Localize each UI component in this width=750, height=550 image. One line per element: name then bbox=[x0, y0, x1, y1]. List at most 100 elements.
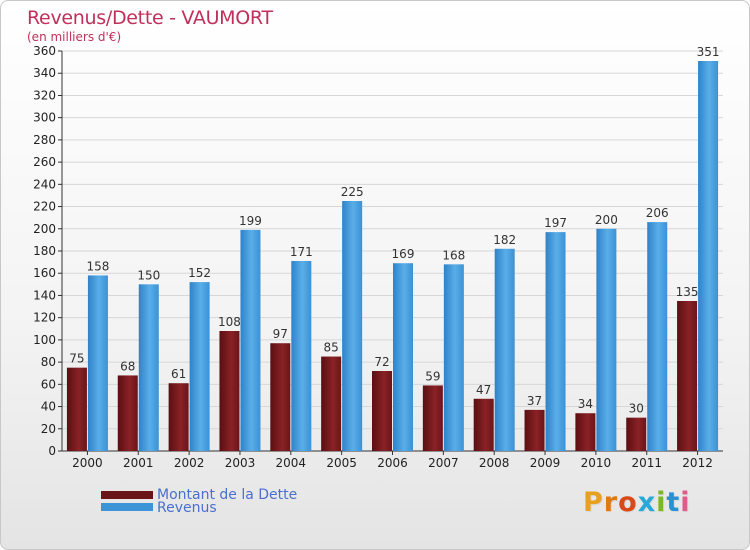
chart-title: Revenus/Dette - VAUMORT bbox=[27, 7, 273, 29]
bar-revenue bbox=[443, 264, 464, 451]
y-tick-label: 160 bbox=[33, 266, 56, 280]
y-tick-label: 340 bbox=[33, 66, 56, 80]
data-label-revenue: 182 bbox=[493, 233, 516, 247]
bar-debt bbox=[270, 343, 291, 451]
bar-debt bbox=[321, 356, 342, 451]
bar-debt bbox=[66, 367, 87, 451]
bar-revenue bbox=[698, 61, 719, 451]
y-tick-label: 240 bbox=[33, 177, 56, 191]
data-label-debt: 47 bbox=[476, 383, 491, 397]
y-tick-label: 200 bbox=[33, 222, 56, 236]
data-label-revenue: 171 bbox=[290, 245, 313, 259]
x-tick-label: 2006 bbox=[377, 456, 408, 470]
proxiti-logo: Proxiti bbox=[583, 487, 691, 518]
y-tick-label: 80 bbox=[41, 355, 56, 369]
bar-revenue bbox=[240, 229, 261, 451]
chart-subtitle: (en milliers d'€) bbox=[27, 30, 122, 44]
y-tick-label: 260 bbox=[33, 155, 56, 169]
bar-revenue bbox=[393, 263, 413, 451]
data-label-revenue: 158 bbox=[86, 259, 109, 273]
data-label-debt: 75 bbox=[69, 352, 84, 366]
data-label-debt: 61 bbox=[171, 367, 186, 381]
data-label-debt: 97 bbox=[273, 327, 288, 341]
bar-revenue bbox=[138, 284, 159, 451]
legend-swatch-debt bbox=[101, 491, 153, 499]
y-tick-label: 300 bbox=[33, 111, 56, 125]
bar-debt bbox=[117, 375, 138, 451]
logo-letter: o bbox=[618, 487, 638, 518]
data-label-revenue: 225 bbox=[341, 185, 364, 199]
logo-letter: r bbox=[603, 487, 619, 518]
x-tick-label: 2002 bbox=[174, 456, 205, 470]
bar-revenue bbox=[596, 228, 617, 451]
y-tick-label: 220 bbox=[33, 200, 56, 214]
x-tick-label: 2000 bbox=[72, 456, 103, 470]
bar-debt bbox=[677, 301, 698, 451]
data-label-debt: 85 bbox=[324, 341, 339, 355]
logo-letter: x bbox=[637, 487, 657, 518]
bar-revenue bbox=[494, 248, 515, 451]
y-tick-label: 320 bbox=[33, 88, 56, 102]
bar-revenue bbox=[189, 282, 210, 451]
x-tick-label: 2012 bbox=[682, 456, 713, 470]
data-label-revenue: 168 bbox=[442, 248, 465, 262]
data-label-debt: 34 bbox=[578, 397, 593, 411]
bar-revenue bbox=[647, 222, 668, 451]
logo-letter: P bbox=[583, 487, 604, 518]
legend-label-revenue: Revenus bbox=[157, 500, 217, 516]
y-tick-label: 40 bbox=[41, 400, 56, 414]
data-label-debt: 108 bbox=[218, 315, 241, 329]
data-label-revenue: 206 bbox=[646, 206, 669, 220]
y-tick-label: 360 bbox=[33, 44, 56, 58]
data-label-revenue: 197 bbox=[544, 216, 567, 230]
data-label-revenue: 169 bbox=[392, 247, 415, 261]
bar-debt bbox=[473, 398, 494, 451]
bar-debt bbox=[626, 417, 647, 451]
x-tick-label: 2004 bbox=[276, 456, 307, 470]
bar-debt bbox=[422, 385, 443, 451]
x-tick-label: 2003 bbox=[225, 456, 256, 470]
axis-layer: 0 20 40 60 80 100 120 140 160 180 200 220 240 260 280 3… bbox=[33, 44, 723, 470]
data-label-revenue: 200 bbox=[595, 213, 618, 227]
data-label-revenue: 150 bbox=[137, 268, 160, 282]
data-label-revenue: 199 bbox=[239, 214, 262, 228]
y-tick-label: 180 bbox=[33, 244, 56, 258]
x-tick-label: 2010 bbox=[581, 456, 612, 470]
logo-letter: i bbox=[680, 487, 691, 518]
bar-debt bbox=[168, 383, 189, 451]
data-label-debt: 135 bbox=[676, 285, 699, 299]
legend-swatch-revenue bbox=[101, 503, 153, 511]
data-label-debt: 37 bbox=[527, 394, 542, 408]
x-tick-label: 2011 bbox=[631, 456, 662, 470]
y-tick-label: 20 bbox=[41, 422, 56, 436]
y-tick-label: 120 bbox=[33, 311, 56, 325]
y-tick-label: 100 bbox=[33, 333, 56, 347]
x-tick-label: 2007 bbox=[428, 456, 459, 470]
y-tick-label: 280 bbox=[33, 133, 56, 147]
bar-debt bbox=[575, 413, 596, 451]
bar-revenue bbox=[291, 261, 312, 451]
data-label-revenue: 351 bbox=[697, 45, 720, 59]
data-label-revenue: 152 bbox=[188, 266, 211, 280]
legend-label-debt: Montant de la Dette bbox=[157, 487, 298, 503]
data-label-debt: 59 bbox=[425, 369, 440, 383]
bar-debt bbox=[524, 409, 545, 451]
x-tick-label: 2001 bbox=[123, 456, 154, 470]
bar-revenue bbox=[545, 232, 566, 451]
x-tick-label: 2008 bbox=[479, 456, 510, 470]
y-tick-label: 60 bbox=[41, 377, 56, 391]
logo-letter: t bbox=[666, 487, 681, 518]
logo-letter: i bbox=[656, 487, 667, 518]
data-label-debt: 72 bbox=[374, 355, 389, 369]
x-tick-label: 2005 bbox=[326, 456, 357, 470]
data-label-debt: 30 bbox=[629, 402, 644, 416]
bar-debt bbox=[372, 371, 392, 451]
y-tick-label: 140 bbox=[33, 288, 56, 302]
bar-revenue bbox=[87, 275, 108, 451]
bar-revenue bbox=[342, 201, 363, 451]
data-label-debt: 68 bbox=[120, 359, 135, 373]
bar-debt bbox=[219, 331, 240, 451]
label-layer: 75 158 68 150 61 152 108 199 97 171 85 225 72 169 59 16… bbox=[69, 45, 719, 416]
